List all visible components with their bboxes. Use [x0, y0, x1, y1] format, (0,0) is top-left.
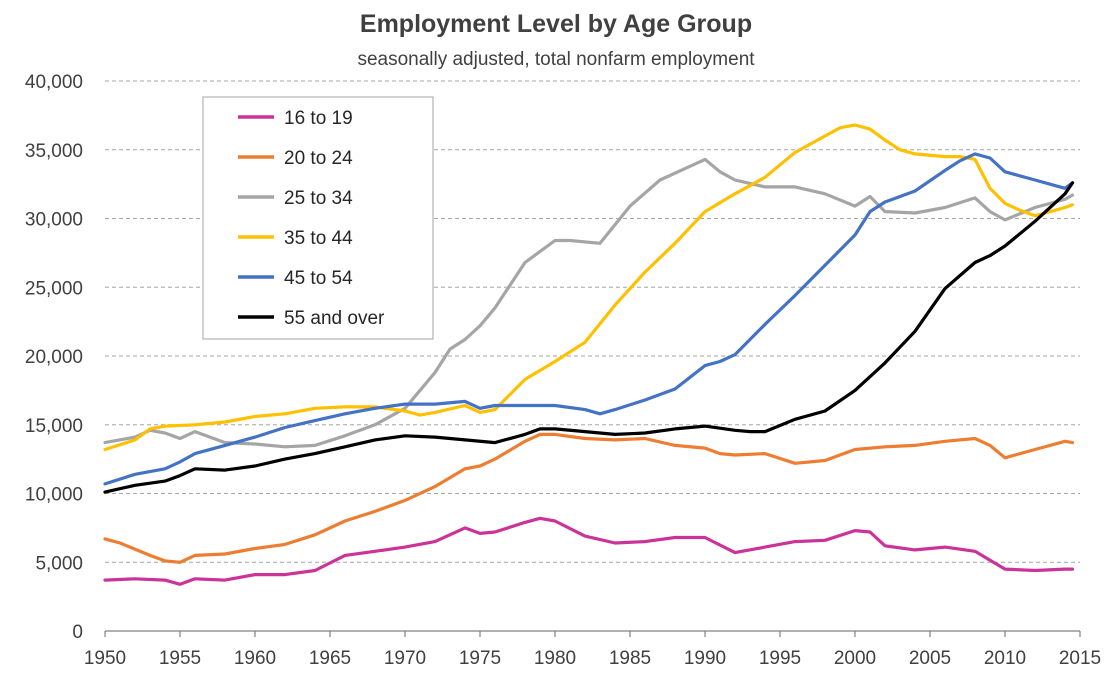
series-lines [103, 123, 1075, 586]
x-tick-label: 1980 [534, 648, 576, 669]
y-tick-label: 30,000 [25, 210, 83, 231]
y-tick-label: 20,000 [25, 347, 83, 368]
y-tick-label: 10,000 [25, 485, 83, 506]
y-tick-label: 25,000 [25, 278, 83, 299]
chart-subtitle: seasonally adjusted, total nonfarm emplo… [357, 49, 755, 70]
legend-label: 16 to 19 [284, 108, 353, 129]
x-tick-label: 2010 [984, 648, 1026, 669]
chart-title: Employment Level by Age Group [360, 10, 752, 38]
y-tick-label: 5,000 [35, 553, 83, 574]
series-line-55-and-over [103, 181, 1075, 494]
x-tick-label: 2015 [1059, 648, 1101, 669]
y-tick-label: 15,000 [25, 416, 83, 437]
legend-label: 45 to 54 [284, 268, 353, 289]
legend: 16 to 19 20 to 24 25 to 34 35 to 44 45 to 54… [202, 96, 434, 340]
x-tick-label: 1950 [84, 648, 126, 669]
legend-label: 35 to 44 [284, 228, 353, 249]
series-line-35-to-44 [103, 123, 1075, 452]
x-tick-label: 1960 [234, 648, 276, 669]
legend-label: 20 to 24 [284, 148, 353, 169]
y-axis-tick-labels: 0 5,000 10,000 15,000 20,000 25,000 30,000 35,0… [25, 72, 83, 643]
x-tick-label: 1995 [759, 648, 801, 669]
x-tick-label: 1955 [159, 648, 201, 669]
legend-label: 25 to 34 [284, 188, 353, 209]
x-tick-label: 1990 [684, 648, 726, 669]
x-tick-label: 2005 [909, 648, 951, 669]
x-tick-label: 2000 [834, 648, 876, 669]
x-tick-label: 1975 [459, 648, 501, 669]
series-line-16-to-19 [103, 516, 1075, 586]
x-tick-label: 1985 [609, 648, 651, 669]
legend-box [202, 96, 434, 340]
y-tick-label: 40,000 [25, 72, 83, 93]
series-line-20-to-24 [103, 432, 1075, 564]
y-tick-label: 35,000 [25, 141, 83, 162]
x-tick-label: 1970 [384, 648, 426, 669]
legend-label: 55 and over [284, 308, 385, 329]
x-axis-tick-labels: 1950 1955 1960 1965 1970 1975 1980 1985 1990 1995… [84, 631, 1101, 669]
x-tick-label: 1965 [309, 648, 351, 669]
series-line-45-to-54 [103, 152, 1075, 486]
y-tick-label: 0 [72, 622, 83, 643]
series-line-25-to-34 [103, 157, 1075, 449]
